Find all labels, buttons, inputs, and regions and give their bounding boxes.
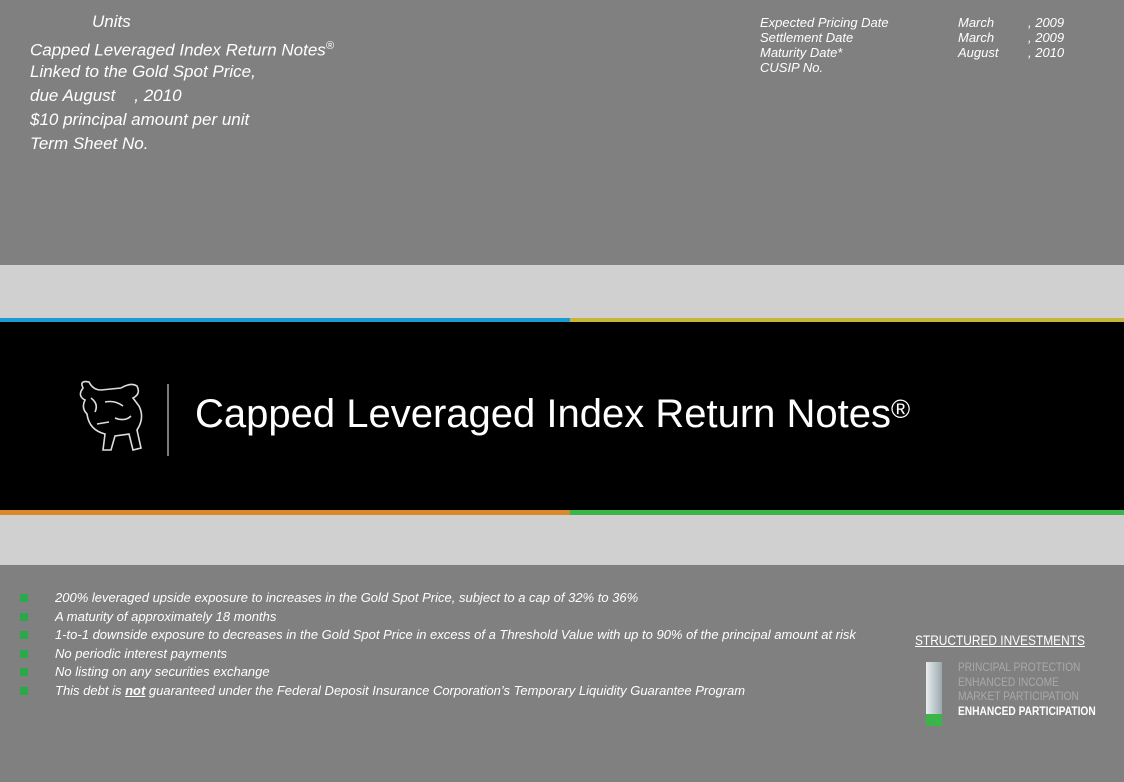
bullet: 200% leveraged upside exposure to increa… [20, 589, 900, 608]
bullet: No periodic interest payments [20, 645, 900, 664]
bullet-text: guaranteed under the Federal Deposit Ins… [145, 682, 746, 698]
band [0, 265, 1124, 318]
date-year: , 2010 [1028, 45, 1065, 60]
bullet-text: This debt is [55, 682, 126, 698]
stripe [570, 510, 1124, 515]
banner-title: Capped Leveraged Index Return Notes® [195, 392, 910, 437]
logo-item: MARKET PARTICIPATION [958, 689, 1079, 703]
units: Units [92, 12, 131, 31]
bullet: No listing on any securities exchange [20, 663, 900, 682]
stripe [0, 510, 570, 515]
date-row: Expected Pricing Date March , 2009 [760, 15, 1100, 30]
title-text: Capped Leveraged Index Return Notes [30, 40, 326, 60]
title-line: Capped Leveraged Index Return Notes® [30, 34, 334, 63]
logo-items: PRINCIPAL PROTECTION ENHANCED INCOME MARKE… [958, 660, 1120, 718]
bullet: 1-to-1 downside exposure to decreases in… [20, 626, 900, 645]
header-lines: Linked to the Gold Spot Price, due August… [30, 60, 256, 156]
bullet: This debt is not guaranteed under the Fe… [20, 682, 900, 701]
date-row: Maturity Date* August , 2010 [760, 45, 1100, 60]
date-label: Settlement Date [760, 30, 854, 45]
title-mark: ® [325, 40, 334, 52]
date-year: , 2009 [1028, 15, 1065, 30]
date-label: Expected Pricing Date [760, 15, 889, 30]
date-year: , 2009 [1028, 30, 1065, 45]
date-month: March [958, 30, 995, 45]
date-row: Settlement Date March , 2009 [760, 30, 1100, 45]
header-line: due August , 2010 [30, 86, 182, 105]
header-line: Term Sheet No. [30, 134, 149, 153]
date-month: August [958, 45, 999, 60]
logo-bar [926, 662, 942, 726]
bullet-emphasis: not [125, 682, 146, 698]
date-row: CUSIP No. [760, 60, 1100, 75]
date-label: Maturity Date* [760, 45, 843, 60]
stripe [570, 318, 1124, 322]
bull-logo [79, 380, 169, 456]
bullets: 200% leveraged upside exposure to increa… [20, 589, 900, 700]
stripe [0, 318, 570, 322]
header-line: Linked to the Gold Spot Price, [30, 62, 256, 81]
band [0, 515, 1124, 565]
banner [0, 322, 1124, 510]
header-line: $10 principal amount per unit [30, 110, 250, 129]
date-month: March [958, 15, 995, 30]
logo-heading: STRUCTURED INVESTMENTS [915, 632, 1085, 648]
dates: Expected Pricing Date March, 2009 Settleme… [760, 15, 1100, 75]
logo-item: ENHANCED PARTICIPATION [958, 703, 1096, 718]
banner-mark: ® [891, 394, 911, 424]
logo-item: PRINCIPAL PROTECTION [958, 660, 1081, 674]
logo-item: ENHANCED INCOME [958, 674, 1059, 689]
bullet: A maturity of approximately 18 months [20, 608, 900, 627]
date-label: CUSIP No. [760, 60, 824, 75]
banner-text: Capped Leveraged Index Return Notes [195, 392, 892, 436]
